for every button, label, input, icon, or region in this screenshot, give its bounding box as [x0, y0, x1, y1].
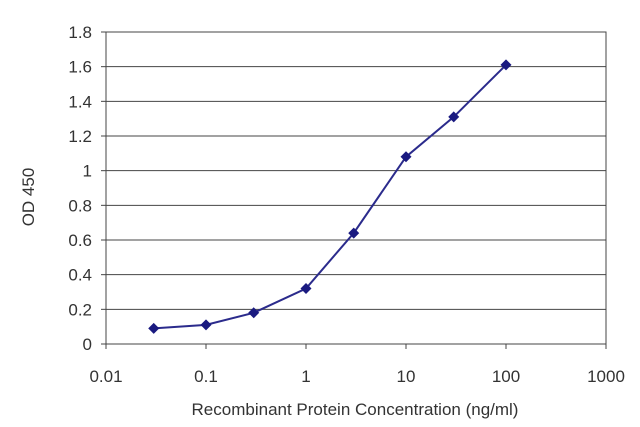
data-point: [248, 307, 260, 319]
y-tick-label: 1: [83, 162, 92, 181]
data-point: [400, 151, 412, 163]
series-line: [153, 64, 507, 330]
y-tick-label: 0.8: [68, 196, 92, 215]
y-tick-label: 1.2: [68, 127, 92, 146]
x-tick-label: 0.01: [89, 367, 122, 386]
x-tick-label: 1000: [587, 367, 625, 386]
grid-lines: [106, 31, 606, 310]
data-point: [200, 319, 212, 331]
y-axis: 0 0.2 0.4 0.6 0.8 1 1.2 1.4 1.6 1.8: [68, 23, 106, 354]
x-tick-label: 100: [492, 367, 520, 386]
y-tick-label: 0: [83, 335, 92, 354]
data-point: [148, 322, 160, 334]
plot-area: [105, 31, 607, 345]
x-tick-label: 1: [301, 367, 310, 386]
data-point: [500, 59, 512, 71]
data-point: [300, 283, 312, 295]
y-axis-title: OD 450: [19, 168, 38, 227]
y-tick-label: 0.2: [68, 300, 92, 319]
data-point: [348, 227, 360, 239]
y-tick-label: 0.6: [68, 231, 92, 250]
y-tick-label: 1.4: [68, 92, 92, 111]
x-tick-label: 10: [397, 367, 416, 386]
y-tick-label: 0.4: [68, 266, 92, 285]
x-axis: 0.01 0.1 1 10 100 1000: [89, 344, 625, 386]
y-tick-label: 1.8: [68, 23, 92, 42]
x-axis-title: Recombinant Protein Concentration (ng/ml…: [192, 400, 519, 419]
data-point: [448, 111, 460, 123]
y-tick-label: 1.6: [68, 58, 92, 77]
x-tick-label: 0.1: [194, 367, 218, 386]
series-layer: [148, 59, 512, 334]
